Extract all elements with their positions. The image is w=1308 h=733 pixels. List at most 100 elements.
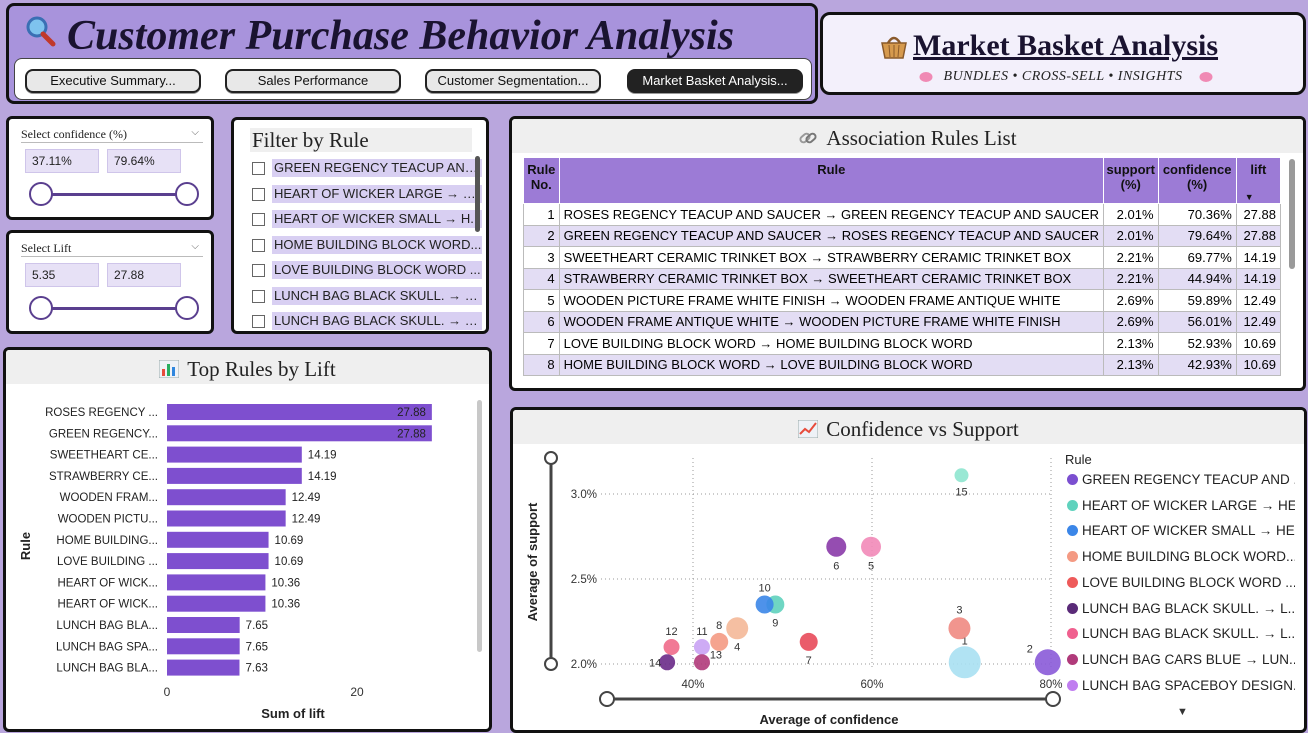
column-header-confidence[interactable]: confidence (%) xyxy=(1157,157,1237,204)
legend-item[interactable]: LOVE BUILDING BLOCK WORD ... xyxy=(1067,575,1295,595)
scatter-point[interactable] xyxy=(826,536,847,557)
confidence-min-handle[interactable] xyxy=(29,182,53,206)
scatter-point[interactable] xyxy=(755,595,774,614)
column-header-rule[interactable]: Rule xyxy=(558,157,1104,204)
bar-chart-scrollbar[interactable] xyxy=(477,400,482,652)
legend-more-chevron-icon[interactable]: ▼ xyxy=(1177,706,1188,718)
scatter-point[interactable] xyxy=(693,639,710,655)
y-axis-slider-handle[interactable] xyxy=(544,657,558,671)
tab-sales-performance[interactable]: Sales Performance xyxy=(225,69,401,93)
scatter-point[interactable] xyxy=(1034,649,1061,676)
scatter-point[interactable] xyxy=(948,617,971,640)
confidence-slicer-header[interactable]: Select confidence (%) ⌵ xyxy=(21,127,203,143)
tab-executive-summary[interactable]: Executive Summary... xyxy=(25,69,201,93)
bar-chart-icon xyxy=(159,360,180,378)
x-tick-label: 40% xyxy=(681,679,704,691)
legend-item[interactable]: LUNCH BAG BLACK SKULL. → L... xyxy=(1067,601,1295,621)
cell-rule: GREEN REGENCY TEACUP AND SAUCER → ROSES … xyxy=(558,224,1104,247)
filter-item[interactable]: LUNCH BAG BLACK SKULL. → L... xyxy=(250,286,482,306)
scatter-point[interactable] xyxy=(693,654,710,671)
filter-item[interactable]: HOME BUILDING BLOCK WORD... xyxy=(250,235,482,255)
table-row[interactable]: 2 GREEN REGENCY TEACUP AND SAUCER → ROSES… xyxy=(523,224,1282,247)
scatter-point[interactable] xyxy=(663,639,680,655)
scatter-point[interactable] xyxy=(659,654,676,671)
legend-item[interactable]: HOME BUILDING BLOCK WORD... xyxy=(1067,549,1295,569)
bar-data-label: 14.19 xyxy=(308,450,337,462)
confidence-max-input[interactable]: 79.64% xyxy=(107,149,181,173)
lift-max-input[interactable]: 27.88 xyxy=(107,263,181,287)
table-row[interactable]: 7 LOVE BUILDING BLOCK WORD → HOME BUILDIN… xyxy=(523,332,1282,355)
filter-item[interactable]: HEART OF WICKER SMALL → H... xyxy=(250,209,482,229)
filter-item[interactable]: LOVE BUILDING BLOCK WORD ... xyxy=(250,260,482,280)
x-tick-label: 60% xyxy=(860,679,883,691)
tab-market-basket-analysis[interactable]: Market Basket Analysis... xyxy=(627,69,803,93)
checkbox[interactable] xyxy=(252,162,265,175)
tab-customer-segmentation[interactable]: Customer Segmentation... xyxy=(425,69,601,93)
lift-range-track[interactable] xyxy=(41,307,191,310)
chevron-down-icon[interactable]: ⌵ xyxy=(191,127,199,138)
cell-rule: WOODEN FRAME ANTIQUE WHITE → WOODEN PICT… xyxy=(558,310,1104,333)
checkbox[interactable] xyxy=(252,188,265,201)
lift-min-input[interactable]: 5.35 xyxy=(25,263,99,287)
legend-item[interactable]: GREEN REGENCY TEACUP AND ... xyxy=(1067,472,1295,492)
scatter-point[interactable] xyxy=(799,632,818,651)
confidence-range-track[interactable] xyxy=(41,193,191,196)
market-basket-header: Market Basket Analysis BUNDLES • CROSS-S… xyxy=(820,12,1306,95)
filter-item-label: HEART OF WICKER SMALL → H... xyxy=(272,210,482,228)
checkbox[interactable] xyxy=(252,315,265,328)
legend-item[interactable]: LUNCH BAG CARS BLUE → LUN... xyxy=(1067,652,1295,672)
column-header-lift-label: lift xyxy=(1250,162,1267,177)
table-row[interactable]: 1 ROSES REGENCY TEACUP AND SAUCER → GREEN… xyxy=(523,203,1282,226)
scatter-point[interactable] xyxy=(948,646,981,679)
lift-slicer-header[interactable]: Select Lift ⌵ xyxy=(21,241,203,257)
column-header-support[interactable]: support (%) xyxy=(1102,157,1159,204)
table-row[interactable]: 6 WOODEN FRAME ANTIQUE WHITE → WOODEN PIC… xyxy=(523,310,1282,333)
x-axis-slider-handle[interactable] xyxy=(599,691,615,707)
confidence-max-handle[interactable] xyxy=(175,182,199,206)
sort-desc-icon[interactable]: ▼ xyxy=(1244,192,1254,202)
checkbox[interactable] xyxy=(252,290,265,303)
bar-category-label: HEART OF WICK... xyxy=(57,577,158,589)
column-header-lift[interactable]: lift ▼ xyxy=(1235,157,1282,204)
filter-item[interactable]: HEART OF WICKER LARGE → HE... xyxy=(250,184,482,204)
filter-by-rule-title: Filter by Rule xyxy=(250,128,472,152)
bar-category-label: LUNCH BAG BLA... xyxy=(56,620,158,632)
scatter-point[interactable] xyxy=(710,632,729,651)
lift-max-handle[interactable] xyxy=(175,296,199,320)
filter-item[interactable]: GREEN REGENCY TEACUP AND ... xyxy=(250,158,482,178)
legend-item[interactable]: HEART OF WICKER SMALL → HE... xyxy=(1067,523,1295,543)
column-header-rule-no[interactable]: Rule No. xyxy=(523,157,560,204)
scatter-point[interactable] xyxy=(954,468,969,483)
legend-label: HEART OF WICKER SMALL → HE... xyxy=(1082,523,1295,539)
legend-item[interactable]: LUNCH BAG SPACEBOY DESIGN... xyxy=(1067,678,1295,698)
confidence-slicer: Select confidence (%) ⌵ 37.11% 79.64% xyxy=(6,116,214,220)
checkbox[interactable] xyxy=(252,239,265,252)
legend-label: LOVE BUILDING BLOCK WORD ... xyxy=(1082,574,1295,590)
scatter-point[interactable] xyxy=(861,536,882,557)
lift-min-handle[interactable] xyxy=(29,296,53,320)
y-axis-slider-handle[interactable] xyxy=(544,451,558,465)
checkbox[interactable] xyxy=(252,264,265,277)
table-row[interactable]: 5 WOODEN PICTURE FRAME WHITE FINISH → WOO… xyxy=(523,289,1282,312)
table-row[interactable]: 3 SWEETHEART CERAMIC TRINKET BOX → STRAWB… xyxy=(523,246,1282,269)
bar-category-label: LUNCH BAG SPA... xyxy=(56,641,158,653)
table-row[interactable]: 8 HOME BUILDING BLOCK WORD → LOVE BUILDIN… xyxy=(523,353,1282,376)
confidence-min-input[interactable]: 37.11% xyxy=(25,149,99,173)
chevron-down-icon[interactable]: ⌵ xyxy=(191,241,199,252)
confidence-slicer-label: Select confidence (%) xyxy=(21,127,127,141)
cell-confidence: 59.89% xyxy=(1157,289,1237,312)
bar xyxy=(167,446,302,463)
filter-item-label: LUNCH BAG BLACK SKULL. → L... xyxy=(272,287,482,305)
bar xyxy=(167,425,432,442)
cell-lift: 12.49 xyxy=(1235,310,1282,333)
checkbox[interactable] xyxy=(252,213,265,226)
cell-support: 2.13% xyxy=(1102,353,1159,376)
x-axis-slider-handle[interactable] xyxy=(1045,691,1061,707)
table-scrollbar[interactable] xyxy=(1289,159,1295,269)
scatter-point[interactable] xyxy=(726,617,749,640)
table-row[interactable]: 4 STRAWBERRY CERAMIC TRINKET BOX → SWEETH… xyxy=(523,267,1282,290)
legend-item[interactable]: HEART OF WICKER LARGE → HE... xyxy=(1067,498,1295,518)
filter-scrollbar[interactable] xyxy=(475,156,480,232)
filter-item[interactable]: LUNCH BAG BLACK SKULL. → L... xyxy=(250,311,482,331)
legend-item[interactable]: LUNCH BAG BLACK SKULL. → L... xyxy=(1067,626,1295,646)
